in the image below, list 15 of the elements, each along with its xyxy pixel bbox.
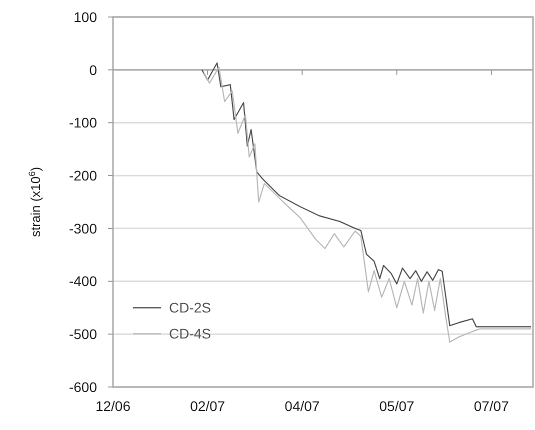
x-tick-label: 02/07 (190, 398, 226, 414)
y-tick-label: -300 (68, 220, 98, 236)
x-tick-label: 12/06 (95, 398, 131, 414)
y-tick-label: 0 (89, 62, 98, 78)
legend-label: CD-2S (169, 300, 212, 316)
y-tick-label: -500 (68, 326, 98, 342)
x-tick-label: 07/07 (474, 398, 510, 414)
y-tick-label: -400 (68, 273, 98, 290)
y-tick-label: -200 (68, 167, 98, 184)
y-tick-label: 100 (74, 8, 98, 25)
x-tick-label: 05/07 (379, 398, 415, 414)
x-tick-label: 04/07 (284, 398, 320, 414)
legend-label: CD-4S (169, 326, 212, 342)
y-tick-label: -600 (68, 378, 98, 395)
y-tick-label: -100 (68, 114, 98, 131)
